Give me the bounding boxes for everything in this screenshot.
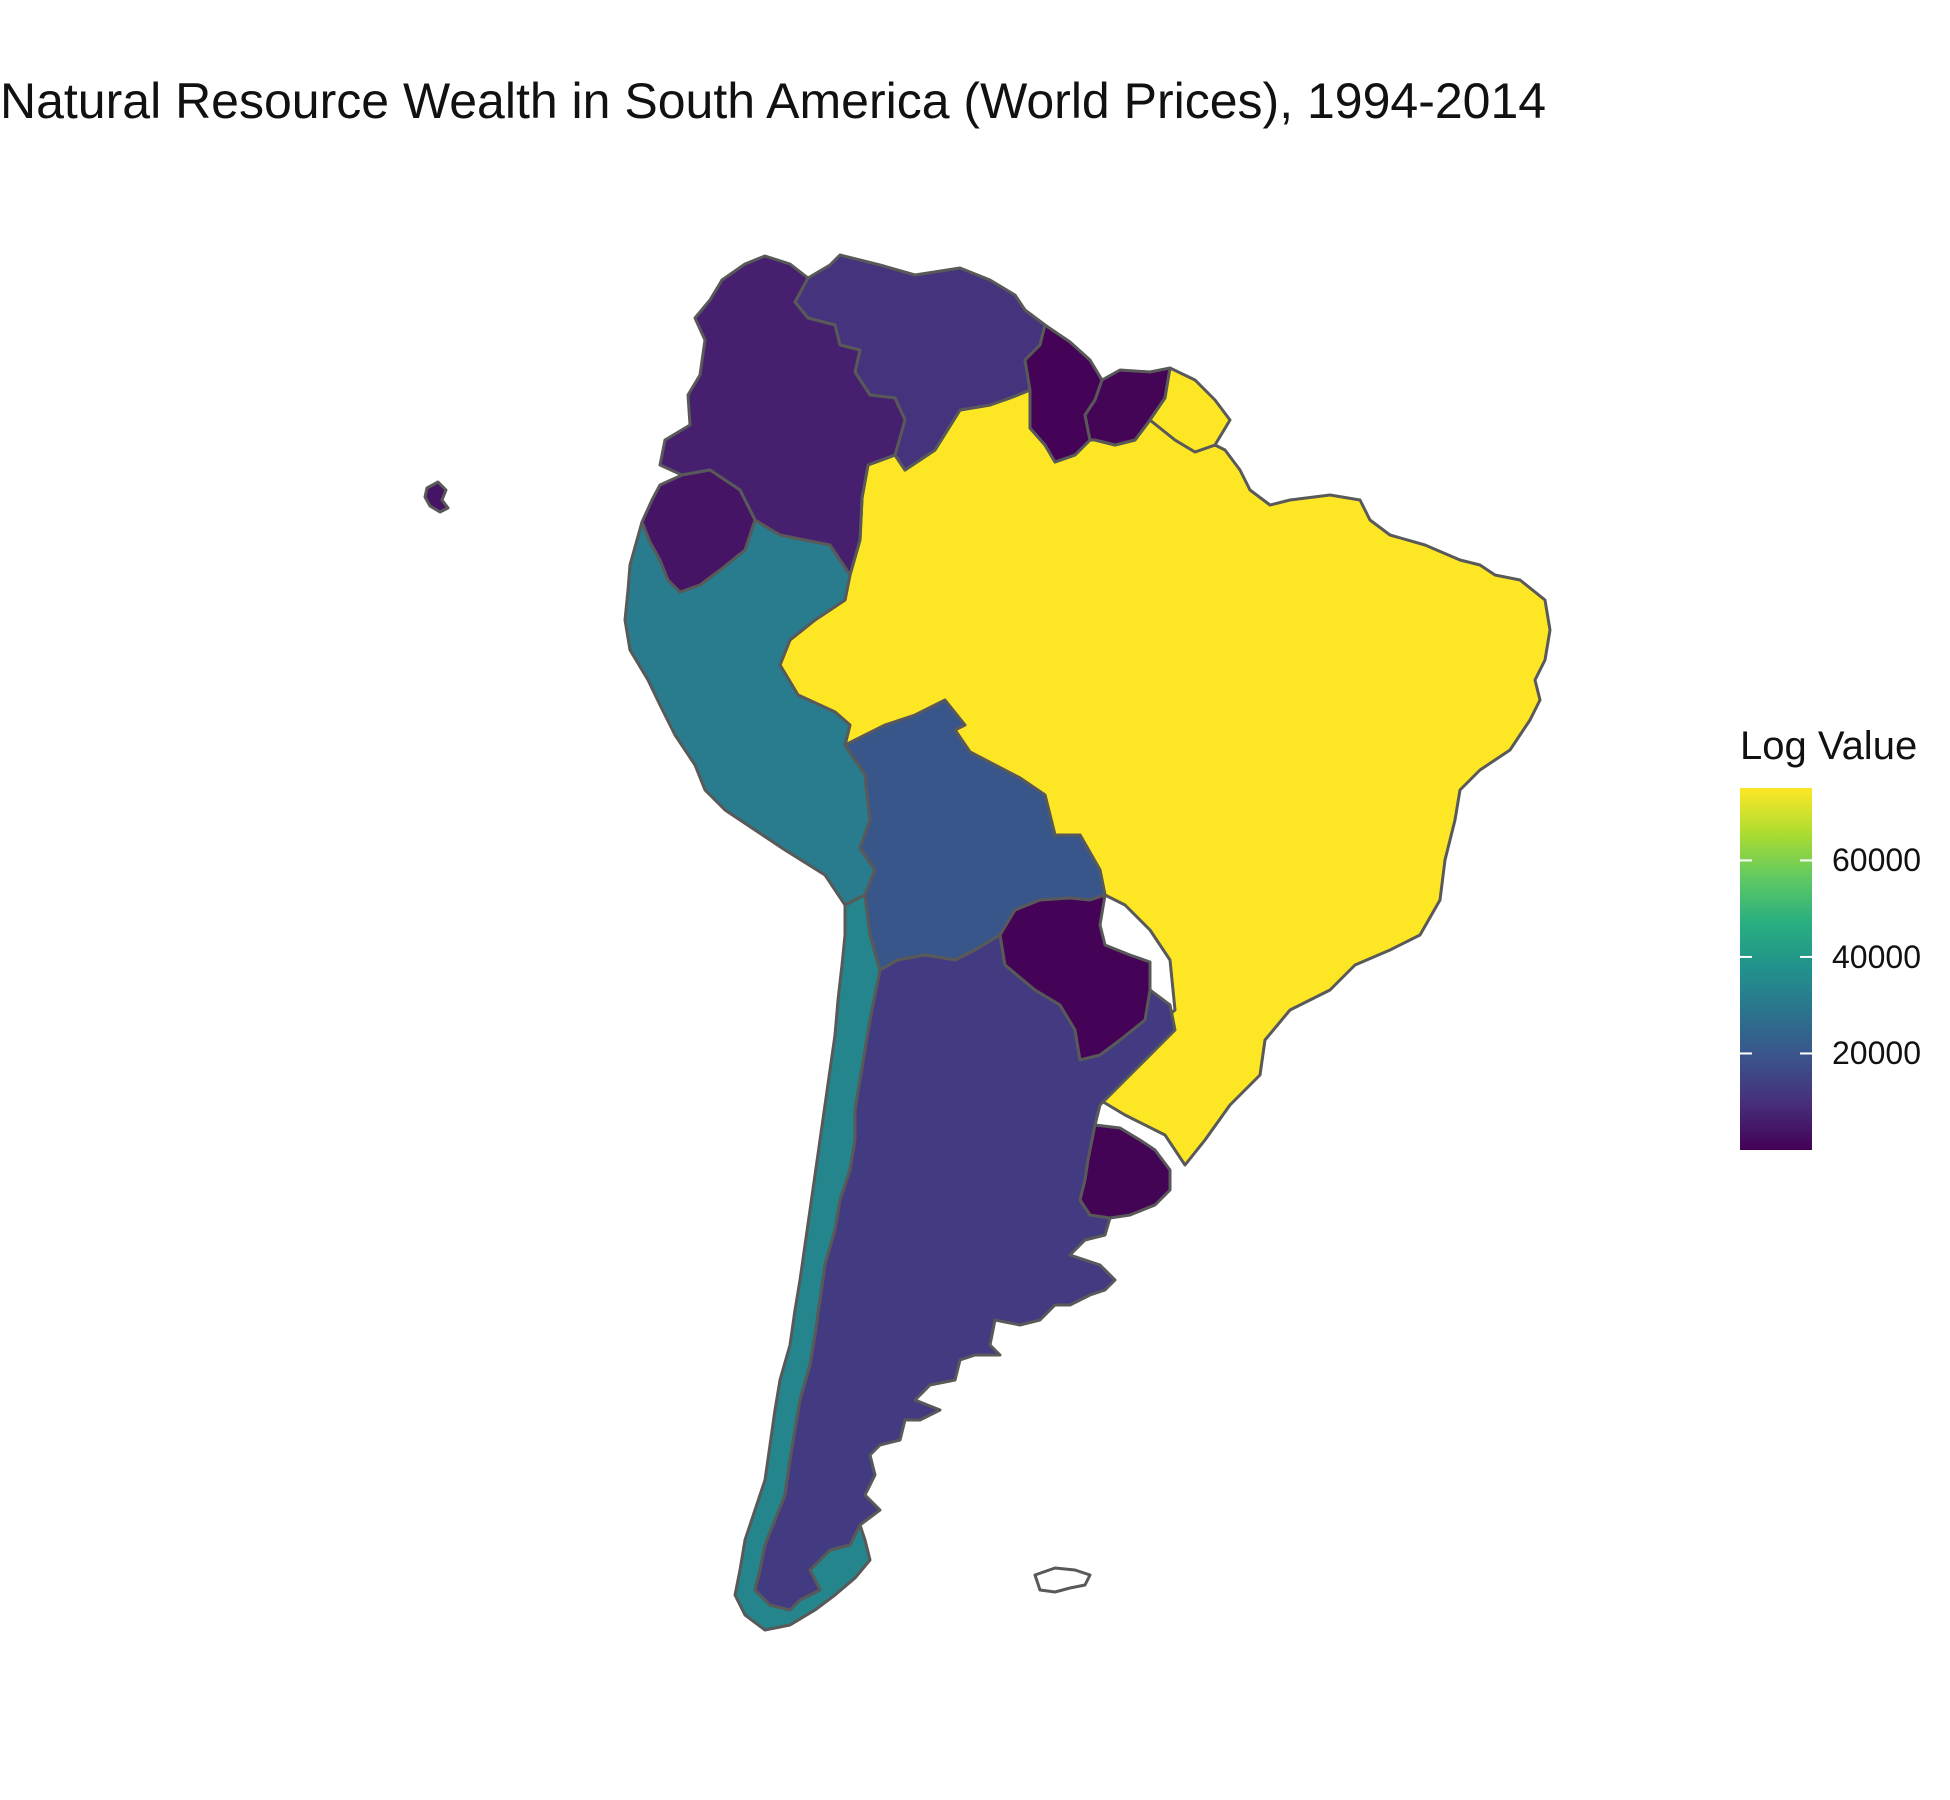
- legend-ticks: [1740, 859, 1812, 1055]
- legend-colorbar: [1740, 788, 1812, 1150]
- region-guyana: [1023, 323, 1104, 464]
- region-french-guiana: [1148, 366, 1232, 454]
- legend-title: Log Value: [1740, 724, 1918, 768]
- region-suriname: [1083, 366, 1172, 447]
- region-ecuador: [640, 468, 757, 594]
- region-galapagos: [423, 480, 450, 514]
- region-uruguay: [1078, 1123, 1172, 1220]
- legend-tick-label: 60000: [1832, 842, 1921, 879]
- legend: Log Value 20000 40000 60000: [1740, 726, 1940, 1186]
- legend-tick-label: 40000: [1832, 938, 1921, 975]
- region-colombia: [658, 254, 907, 577]
- legend-tick-label: 20000: [1832, 1035, 1921, 1072]
- region-falkland-islands: [1033, 1566, 1092, 1594]
- region-paraguay: [998, 893, 1152, 1062]
- chart-title: Natural Resource Wealth in South America…: [0, 73, 1547, 129]
- legend-gradient: [1740, 788, 1812, 1150]
- map-regions: [423, 253, 1552, 1632]
- region-peru: [623, 518, 877, 907]
